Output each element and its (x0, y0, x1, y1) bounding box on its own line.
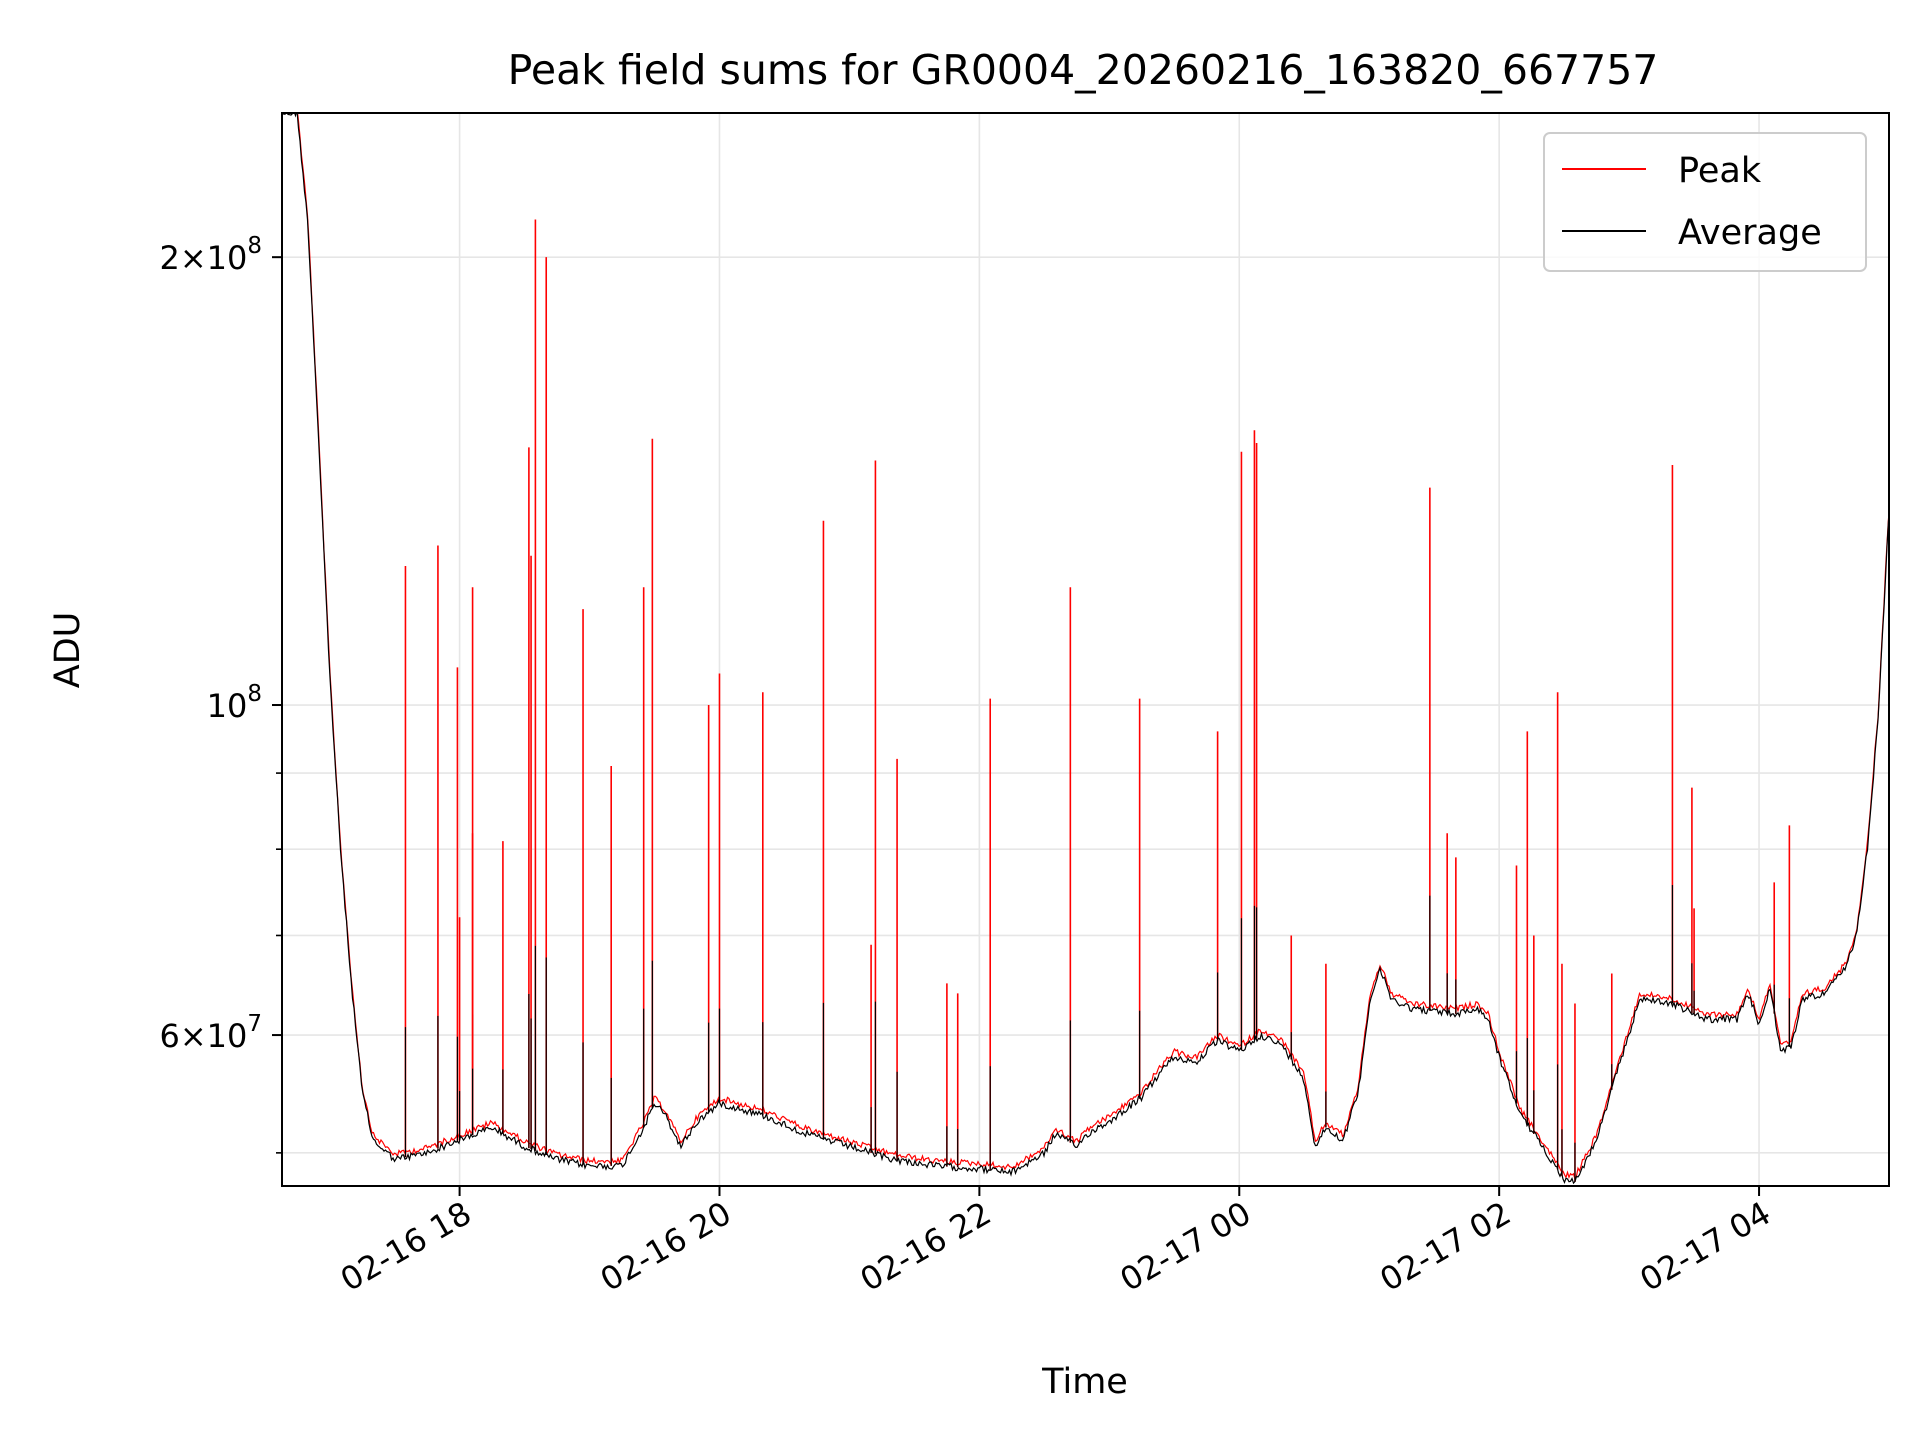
y-tick-label-exponent: 8 (247, 681, 262, 707)
legend-peak-label: Peak (1678, 151, 1762, 191)
chart-title: Peak field sums for GR0004_20260216_1638… (508, 46, 1659, 94)
plot-background (282, 113, 1889, 1186)
average-series-line (282, 113, 1889, 1185)
y-axis-label: ADU (48, 612, 88, 689)
peak-spikes (404, 219, 1791, 1182)
legend: Peak Average (1543, 132, 1867, 272)
y-tick-label: 6×107 (159, 1011, 262, 1055)
legend-average-label: Average (1678, 213, 1822, 253)
y-tick-label: 2×108 (159, 233, 262, 277)
legend-box (1543, 132, 1867, 272)
y-tick-label-base: 10 (207, 687, 248, 725)
y-tick-label-exponent: 7 (247, 1011, 262, 1037)
peak-series-line (296, 113, 1889, 1181)
y-tick-label-exponent: 8 (247, 233, 262, 259)
grid-lines (282, 113, 1889, 1186)
plot-area (281, 112, 1890, 1187)
y-tick-label: 108 (207, 681, 262, 725)
y-tick-label-base: 2×10 (159, 239, 247, 277)
plot-frame (281, 112, 1890, 1187)
x-axis-label: Time (1041, 1362, 1128, 1402)
y-tick-label-base: 6×10 (159, 1017, 247, 1055)
series-lines (282, 113, 1889, 1185)
